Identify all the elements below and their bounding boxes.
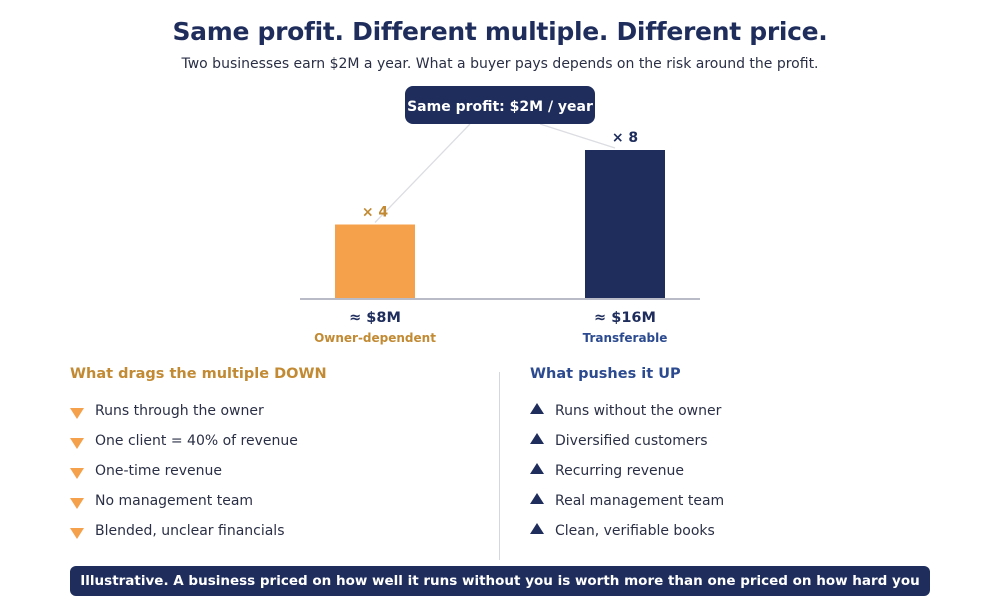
drags-column: What drags the multiple DOWN Runs throug… — [70, 366, 480, 546]
triangle-up-icon — [530, 402, 544, 414]
connector-line — [374, 123, 471, 223]
pushes-item-label: Recurring revenue — [555, 463, 684, 479]
pushes-item: Runs without the owner — [530, 396, 950, 426]
drags-item-label: No management team — [95, 493, 254, 509]
drags-item: No management team — [70, 486, 480, 516]
multiple-label: × 8 — [612, 130, 638, 146]
drags-item-label: One-time revenue — [95, 463, 222, 479]
pushes-column: What pushes it UP Runs without the owner… — [530, 366, 950, 546]
triangle-down-icon — [70, 437, 84, 449]
pushes-item: Diversified customers — [530, 426, 950, 456]
pushes-item-label: Diversified customers — [555, 433, 708, 449]
drags-item: One client = 40% of revenue — [70, 426, 480, 456]
drags-item: Blended, unclear financials — [70, 516, 480, 546]
triangle-down-icon — [70, 467, 84, 479]
triangle-up-icon — [530, 492, 544, 504]
pushes-list: Runs without the owner Diversified custom… — [530, 396, 950, 546]
footer-note: Illustrative. A business priced on how w… — [70, 566, 930, 596]
multiple-label: × 4 — [362, 205, 389, 221]
profit-multiple-chart: × 4 ≈ $8M Owner-dependent × 8 ≈ $16M Transfer… — [300, 86, 700, 345]
profit-callout-text: Same profit: $2M / year — [407, 99, 593, 115]
pushes-item: Clean, verifiable books — [530, 516, 950, 546]
drags-heading: What drags the multiple DOWN — [70, 366, 327, 382]
category-label: Owner-dependent — [314, 331, 436, 345]
pushes-item-label: Real management team — [555, 493, 725, 509]
triangle-down-icon — [70, 407, 84, 419]
page-title: Same profit. Different multiple. Differe… — [172, 17, 828, 46]
price-label: ≈ $8M — [349, 310, 401, 326]
drags-item: Runs through the owner — [70, 396, 480, 426]
profit-callout — [405, 86, 595, 124]
price-label: ≈ $16M — [594, 310, 656, 326]
drags-item-label: Blended, unclear financials — [95, 523, 285, 539]
category-label: Transferable — [583, 331, 668, 345]
triangle-down-icon — [70, 527, 84, 539]
bar-transferable — [585, 150, 665, 299]
drags-item: One-time revenue — [70, 456, 480, 486]
bar-owner-dependent — [335, 224, 415, 299]
triangle-up-icon — [530, 432, 544, 444]
pushes-item-label: Runs without the owner — [555, 403, 722, 419]
column-divider — [499, 372, 500, 560]
page-subtitle: Two businesses earn $2M a year. What a b… — [181, 56, 819, 72]
triangle-up-icon — [530, 522, 544, 534]
drags-list: Runs through the owner One client = 40% o… — [70, 396, 480, 546]
drags-item-label: One client = 40% of revenue — [95, 433, 298, 449]
pushes-item: Real management team — [530, 486, 950, 516]
triangle-down-icon — [70, 497, 84, 509]
drags-item-label: Runs through the owner — [95, 403, 264, 419]
connector-line — [539, 123, 616, 149]
pushes-item: Recurring revenue — [530, 456, 950, 486]
pushes-item-label: Clean, verifiable books — [555, 523, 715, 539]
triangle-up-icon — [530, 462, 544, 474]
pushes-heading: What pushes it UP — [530, 366, 681, 382]
